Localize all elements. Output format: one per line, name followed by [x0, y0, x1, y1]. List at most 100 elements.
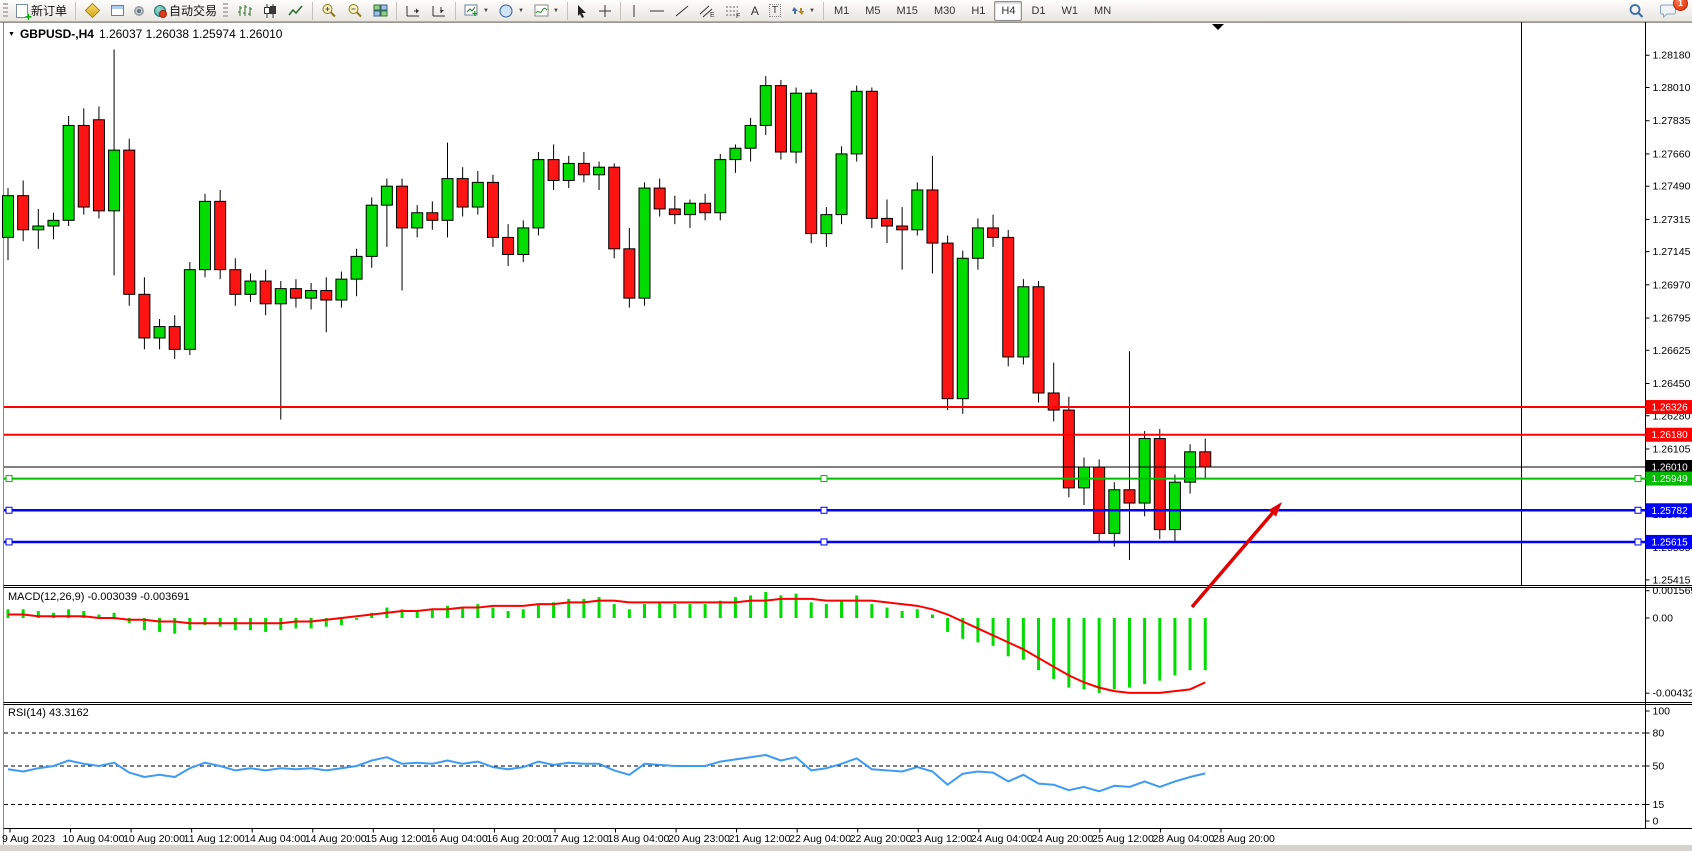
candle-body [396, 185, 409, 229]
line-handle[interactable] [820, 538, 828, 546]
candle-body [971, 227, 984, 259]
text-tool[interactable]: A [746, 0, 764, 22]
timeframe-M1[interactable]: M1 [833, 4, 850, 17]
chart-background [0, 22, 1692, 845]
timeframe-H1[interactable]: H1 [971, 4, 986, 17]
macd-pane: 0.001569 0.00 -0.004322 [6, 585, 1692, 700]
candle-body [805, 92, 818, 235]
svg-text:-0.004322: -0.004322 [1653, 688, 1692, 700]
line-handle[interactable] [820, 475, 828, 483]
line-handle[interactable] [1634, 475, 1642, 483]
rsi-pane: 100 80 50 15 0 [4, 706, 1670, 828]
candle-body [229, 269, 242, 295]
svg-text:20 Aug 23:00: 20 Aug 23:00 [668, 833, 730, 845]
candle-body [653, 187, 666, 210]
tile-windows-button[interactable] [368, 0, 393, 22]
line-handle[interactable] [5, 538, 13, 546]
svg-text:1.26970: 1.26970 [1653, 279, 1691, 291]
text-label-tool[interactable]: T [764, 0, 786, 22]
horizontal-line-tool[interactable] [644, 0, 670, 22]
candle-body [820, 214, 833, 235]
svg-text:1.26010: 1.26010 [1652, 463, 1689, 474]
annotation-arrow-head[interactable] [1268, 502, 1282, 517]
auto-scroll-icon [406, 5, 420, 16]
line-handle[interactable] [820, 506, 828, 514]
fibonacci-icon: F [725, 6, 740, 18]
notifications-button[interactable]: 1 [1655, 0, 1688, 22]
candle-body [1062, 409, 1075, 489]
signals-button[interactable] [129, 0, 149, 22]
price-badge [1645, 460, 1692, 474]
separator [396, 1, 398, 20]
candle-body [729, 147, 742, 161]
candle-body [502, 236, 515, 255]
svg-text:16 Aug 20:00: 16 Aug 20:00 [486, 833, 548, 845]
crosshair-tool-button[interactable] [593, 0, 617, 22]
chevron-down-icon: ▼ [809, 7, 815, 14]
candle-body [532, 159, 545, 229]
svg-text:15: 15 [1653, 799, 1665, 811]
timeframe-M5[interactable]: M5 [865, 4, 881, 17]
timeframe-M30[interactable]: M30 [933, 4, 956, 17]
autotrade-icon [154, 4, 168, 18]
line-handle[interactable] [1634, 506, 1642, 514]
candle-body [62, 124, 75, 221]
candle-body [880, 217, 893, 227]
bar-chart-mode-button[interactable] [231, 0, 257, 22]
autotrade-button[interactable]: 自动交易 [149, 0, 222, 22]
chart-shift-button[interactable] [426, 0, 452, 22]
chart-shift-icon [432, 5, 446, 16]
svg-text:1.27660: 1.27660 [1653, 148, 1691, 160]
timeframe-D1[interactable]: D1 [1031, 4, 1046, 17]
text-tool-icon: A [750, 3, 759, 18]
indicators-button[interactable]: ▼ [529, 0, 564, 22]
line-chart-mode-button[interactable] [283, 0, 309, 22]
auto-scroll-button[interactable] [400, 0, 426, 22]
candle-body [289, 288, 302, 299]
new-chart-button[interactable]: + ▼ [459, 0, 494, 22]
line-handle[interactable] [5, 475, 13, 483]
autotrade-label: 自动交易 [169, 4, 218, 18]
line-chart-icon [288, 5, 303, 15]
market-watch-button[interactable] [79, 0, 106, 22]
candlestick-mode-button[interactable] [257, 0, 283, 22]
candle-body [168, 326, 181, 350]
line-handle[interactable] [5, 506, 13, 514]
timeframe-M15[interactable]: M15 [896, 4, 918, 17]
fibonacci-tool[interactable]: F [720, 0, 746, 22]
zoom-in-button[interactable] [316, 0, 342, 22]
candle-body [32, 225, 45, 231]
timeframe-W1[interactable]: W1 [1061, 4, 1079, 17]
cursor-tool-button[interactable] [571, 0, 593, 22]
new-chart-icon: + [464, 4, 478, 17]
periods-button[interactable]: ▼ [494, 0, 529, 22]
candle-body [987, 227, 1000, 238]
svg-text:F: F [736, 13, 740, 18]
price-badge [1645, 471, 1692, 486]
vertical-line-tool[interactable] [624, 0, 644, 22]
annotation-arrow-shaft[interactable] [1190, 509, 1276, 609]
candle-body [350, 255, 363, 280]
candle-body [759, 85, 772, 126]
trendline-icon [675, 5, 689, 16]
candle-body [1153, 438, 1166, 531]
candle-body [47, 219, 60, 227]
new-order-button[interactable]: + 新订单 [11, 0, 72, 23]
search-button[interactable] [1623, 0, 1649, 22]
line-handle[interactable] [1634, 538, 1642, 546]
candle-body [380, 185, 393, 206]
rsi-indicator-label: RSI(14) 43.3162 [8, 707, 89, 719]
equidistant-channel-tool[interactable]: E [694, 0, 720, 22]
candle-body [562, 162, 575, 181]
timeframe-H4[interactable]: H4 [994, 0, 1023, 21]
arrows-tool[interactable]: ▼ [786, 0, 820, 22]
candle-body [153, 326, 166, 339]
zoom-out-button[interactable] [342, 0, 368, 22]
timeframe-MN[interactable]: MN [1094, 4, 1112, 17]
chart-title[interactable]: ▼ GBPUSD-,H4 1.26037 1.26038 1.25974 1.2… [8, 27, 282, 41]
charts-window-button[interactable] [106, 0, 129, 22]
svg-text:80: 80 [1653, 728, 1665, 740]
trendline-tool[interactable] [670, 0, 694, 22]
